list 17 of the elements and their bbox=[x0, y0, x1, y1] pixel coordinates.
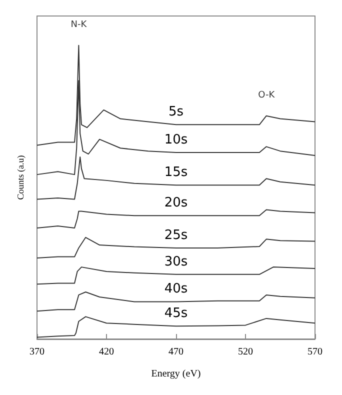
series-label: 10s bbox=[164, 132, 188, 148]
y-axis-title: Counts (a.u) bbox=[16, 155, 26, 200]
x-tick-label: 570 bbox=[308, 346, 322, 358]
series-label: 15s bbox=[164, 165, 188, 180]
annotation: O-K bbox=[258, 90, 276, 100]
series-label: 20s bbox=[164, 196, 188, 211]
series-label: 40s bbox=[164, 282, 188, 297]
x-tick-label: 420 bbox=[99, 346, 114, 358]
annotation: N-K bbox=[70, 20, 88, 30]
series-label: 30s bbox=[164, 254, 188, 270]
x-tick-label: 520 bbox=[238, 346, 253, 358]
series-label: 45s bbox=[164, 306, 188, 322]
series-label: 25s bbox=[164, 228, 188, 243]
x-axis-title: Energy (eV) bbox=[151, 368, 201, 380]
series-label: 5s bbox=[168, 104, 184, 120]
x-tick-label: 470 bbox=[168, 346, 184, 358]
x-tick-label: 370 bbox=[30, 346, 44, 358]
